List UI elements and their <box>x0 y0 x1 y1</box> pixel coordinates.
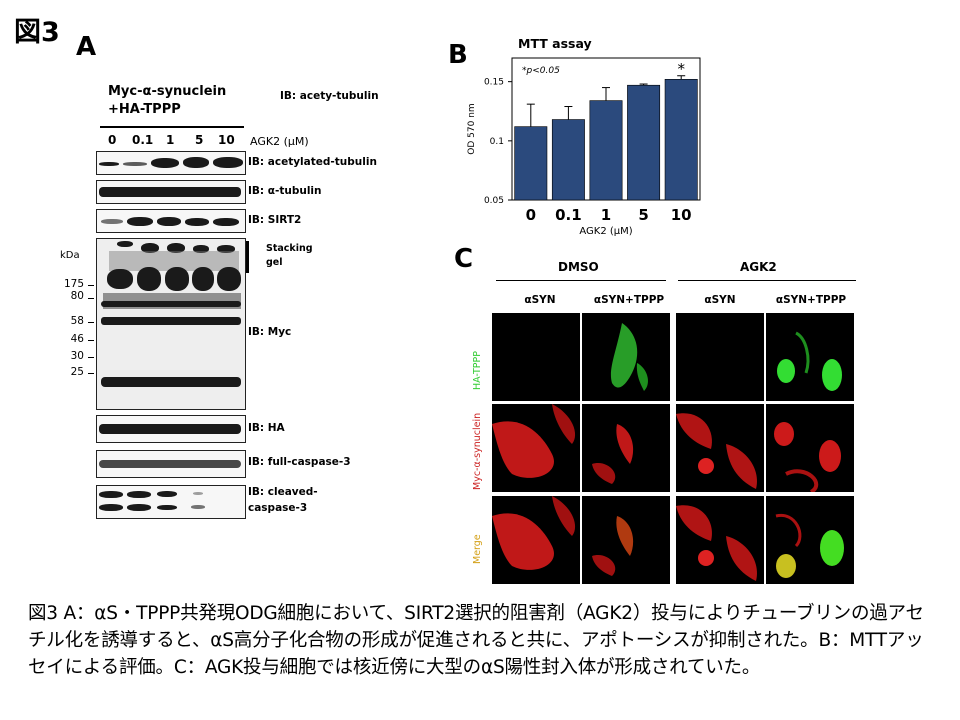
blot-full-caspase3 <box>96 450 246 478</box>
marker-30: 30 <box>70 350 84 362</box>
blot-acetylated-tubulin <box>96 151 246 175</box>
row-label-merge: Merge <box>472 534 483 564</box>
marker-25: 25 <box>70 366 84 378</box>
dose-0: 0 <box>108 133 117 147</box>
significance-star: * <box>677 60 685 78</box>
x-axis-label: AGK2 (μM) <box>579 226 632 237</box>
group-agk2: AGK2 <box>740 260 777 274</box>
col-label-4: αSYN+TPPP <box>775 294 847 306</box>
dose-5: 5 <box>195 133 204 147</box>
row-label-ha-tppp: HA-TPPP <box>472 351 483 390</box>
ib-cleaved-caspase3-line-2: caspase-3 <box>248 502 308 514</box>
blot-ha <box>96 415 246 443</box>
y-tick-label: 0.05 <box>484 196 504 206</box>
stacking-gel-line-1: Stacking <box>266 243 313 254</box>
marker-175: 175 <box>63 278 84 290</box>
panel-a-letter: A <box>76 32 97 62</box>
significance-note: *p<0.05 <box>522 66 560 76</box>
ib-cleaved-caspase3-line-1: IB: cleaved- <box>248 486 318 498</box>
ib-acetylated-tubulin: IB: acetylated-tubulin <box>248 156 377 168</box>
cell-agk2-asyn-myc <box>676 404 764 492</box>
bar-3 <box>627 84 661 201</box>
panel-c-letter: C <box>454 244 474 274</box>
y-tick-label: 0.15 <box>484 78 504 88</box>
marker-58: 58 <box>70 315 84 327</box>
figure-caption: 図3 A：αS・TPPP共発現ODG細胞において、SIRT2選択的阻害剤（AGK… <box>28 603 924 678</box>
stacking-gel-bracket <box>246 241 249 273</box>
cell-agk2-asyn-tppp-ha <box>766 313 854 401</box>
agk2-line <box>678 280 856 281</box>
col-label-3: αSYN <box>704 294 736 306</box>
construct-line-2: +HA-TPPP <box>108 102 181 117</box>
cell-agk2-asyn-tppp-myc <box>766 404 854 492</box>
bar-0 <box>514 126 548 201</box>
group-dmso: DMSO <box>558 260 599 274</box>
x-tick-label-1: 0.1 <box>555 206 582 224</box>
panel-b-letter: B <box>448 40 468 70</box>
dose-0-1: 0.1 <box>132 133 154 147</box>
x-tick-label-0: 0 <box>526 206 536 224</box>
row-label-myc-synuclein: Myc-α-synuclein <box>472 412 483 490</box>
ib-ha: IB: HA <box>248 422 285 434</box>
y-axis-label: OD 570 nm <box>467 103 477 154</box>
marker-46: 46 <box>70 333 84 345</box>
ib-alpha-tubulin: IB: α-tubulin <box>248 185 322 197</box>
dose-label: AGK2 (μM) <box>250 135 309 148</box>
blot-sirt2 <box>96 209 246 233</box>
bar-2 <box>589 100 623 201</box>
mtt-chart: 0.05 0.1 0.15 OD 570 nm 0 0.1 1 5 10 * AGK2 (μM) <box>467 57 701 237</box>
ib-header: IB: acety-tubulin <box>280 90 379 102</box>
cell-agk2-asyn-ha <box>676 313 764 401</box>
blot-cleaved-caspase3 <box>96 485 246 519</box>
cell-dmso-asyn-tppp-myc <box>582 404 670 492</box>
blot-alpha-tubulin <box>96 180 246 204</box>
marker-80: 80 <box>70 290 84 302</box>
stacking-gel-line-2: gel <box>266 257 283 268</box>
cell-dmso-asyn-merge <box>492 496 580 584</box>
bar-4 <box>664 78 698 201</box>
chart-title: MTT assay <box>518 36 592 51</box>
ib-sirt2: IB: SIRT2 <box>248 214 302 226</box>
ib-full-caspase3: IB: full-caspase-3 <box>248 456 351 468</box>
cell-dmso-asyn-tppp-ha <box>582 313 670 401</box>
cell-agk2-asyn-merge <box>676 496 764 584</box>
x-tick-label-4: 10 <box>671 206 692 224</box>
cell-dmso-asyn-ha <box>492 313 580 401</box>
cell-dmso-asyn-myc <box>492 404 580 492</box>
dose-1: 1 <box>166 133 175 147</box>
x-tick-label-3: 5 <box>638 206 648 224</box>
kda-label: kDa <box>60 250 80 261</box>
cell-dmso-asyn-tppp-merge <box>582 496 670 584</box>
dose-line <box>100 126 244 128</box>
construct-line-1: Myc-α-synuclein <box>108 84 227 99</box>
x-tick-label-2: 1 <box>601 206 611 224</box>
ib-myc: IB: Myc <box>248 326 292 338</box>
dose-10: 10 <box>218 133 235 147</box>
dmso-line <box>496 280 666 281</box>
blot-myc <box>96 238 246 410</box>
cell-agk2-asyn-tppp-merge <box>766 496 854 584</box>
y-tick-label: 0.1 <box>490 137 504 147</box>
col-label-1: αSYN <box>524 294 556 306</box>
col-label-2: αSYN+TPPP <box>593 294 665 306</box>
figure-label: 図3 <box>14 17 60 48</box>
bar-1 <box>551 119 585 201</box>
